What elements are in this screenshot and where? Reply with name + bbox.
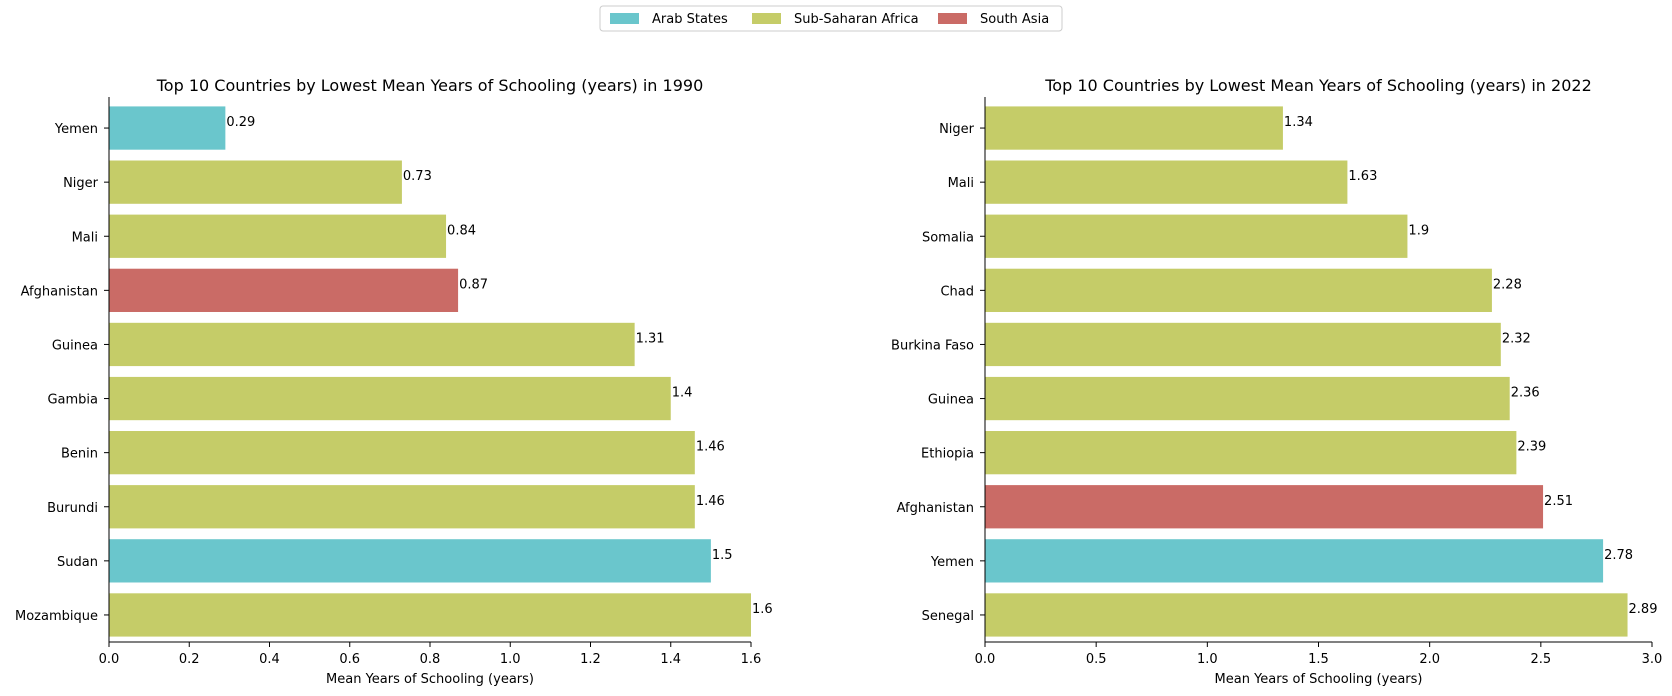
bar-value-label: 1.34	[1284, 115, 1313, 130]
y-tick-label: Yemen	[54, 122, 98, 137]
bar	[985, 214, 1408, 258]
x-tick-label: 1.0	[500, 652, 521, 667]
x-tick-label: 0.2	[179, 652, 200, 667]
y-tick-label: Ethiopia	[921, 447, 974, 462]
bar	[109, 376, 671, 421]
bar	[985, 160, 1348, 204]
bar	[109, 593, 751, 637]
y-tick-label: Afghanistan	[21, 284, 98, 299]
y-tick-label: Niger	[63, 176, 99, 191]
bar-value-label: 1.5	[712, 548, 733, 563]
y-tick-label: Niger	[939, 122, 975, 137]
bar	[109, 268, 459, 312]
x-tick-label: 0.6	[339, 652, 360, 667]
y-tick-label: Sudan	[57, 555, 98, 570]
x-tick-label: 1.0	[1197, 652, 1218, 667]
x-tick-label: 2.5	[1530, 652, 1551, 667]
bar-value-label: 2.51	[1544, 494, 1573, 509]
y-tick-label: Burundi	[47, 501, 98, 516]
bar-value-label: 1.63	[1348, 169, 1377, 184]
x-tick-label: 0.5	[1086, 652, 1107, 667]
legend-swatch-0	[610, 13, 639, 24]
bar-value-label: 0.87	[459, 277, 488, 292]
bar-value-label: 2.36	[1511, 386, 1540, 401]
bar-value-label: 2.78	[1604, 548, 1633, 563]
y-tick-label: Afghanistan	[897, 501, 974, 516]
y-tick-label: Somalia	[922, 230, 974, 245]
bar	[109, 539, 711, 583]
bar-value-label: 1.4	[672, 386, 693, 401]
x-tick-label: 1.5	[1308, 652, 1329, 667]
y-tick-label: Mozambique	[15, 609, 98, 624]
chart-title: Top 10 Countries by Lowest Mean Years of…	[156, 76, 704, 95]
y-tick-label: Senegal	[922, 609, 974, 624]
bar	[109, 431, 695, 475]
bar	[109, 485, 695, 529]
bar-value-label: 2.39	[1517, 440, 1546, 455]
y-tick-label: Guinea	[928, 393, 974, 408]
bar	[985, 431, 1517, 475]
bar	[109, 322, 635, 367]
bar	[985, 106, 1283, 150]
chart-title: Top 10 Countries by Lowest Mean Years of…	[1044, 76, 1592, 95]
legend-label-1: Sub-Saharan Africa	[794, 12, 919, 27]
bar	[985, 539, 1604, 583]
x-axis-title: Mean Years of Schooling (years)	[1215, 672, 1423, 687]
bar-value-label: 1.46	[696, 440, 725, 455]
y-tick-label: Benin	[61, 447, 98, 462]
legend-label-0: Arab States	[652, 12, 728, 27]
bar	[985, 376, 1510, 421]
bar-value-label: 2.28	[1493, 277, 1522, 292]
chart-panel-2022: Top 10 Countries by Lowest Mean Years of…	[891, 76, 1662, 687]
x-tick-label: 1.6	[741, 652, 762, 667]
y-tick-label: Burkina Faso	[891, 338, 974, 353]
bar	[985, 322, 1501, 367]
x-tick-label: 0.8	[420, 652, 441, 667]
bar-value-label: 0.84	[447, 223, 476, 238]
x-tick-label: 1.2	[580, 652, 601, 667]
bar-value-label: 1.46	[696, 494, 725, 509]
chart-panel-1990: Top 10 Countries by Lowest Mean Years of…	[15, 76, 773, 687]
x-axis-title: Mean Years of Schooling (years)	[326, 672, 534, 687]
bar-value-label: 1.9	[1408, 223, 1429, 238]
bar	[985, 485, 1544, 529]
y-tick-label: Guinea	[52, 338, 98, 353]
y-tick-label: Chad	[940, 284, 974, 299]
legend-swatch-1	[752, 13, 781, 24]
y-tick-label: Gambia	[47, 393, 98, 408]
legend-label-2: South Asia	[980, 12, 1049, 27]
bar-value-label: 0.73	[403, 169, 432, 184]
bar	[985, 593, 1628, 637]
x-tick-label: 2.0	[1419, 652, 1440, 667]
legend: Arab States Sub-Saharan Africa South Asia	[599, 5, 1063, 32]
bar	[985, 268, 1492, 312]
x-tick-label: 1.4	[660, 652, 681, 667]
bar	[109, 106, 226, 150]
x-tick-label: 0.4	[259, 652, 280, 667]
x-tick-label: 3.0	[1642, 652, 1663, 667]
bar-value-label: 2.32	[1502, 331, 1531, 346]
y-tick-label: Mali	[948, 176, 974, 191]
legend-swatch-2	[938, 13, 967, 24]
bar	[109, 160, 402, 204]
y-tick-label: Yemen	[930, 555, 974, 570]
bar	[109, 214, 447, 258]
bar-value-label: 0.29	[226, 115, 255, 130]
bar-value-label: 2.89	[1629, 602, 1658, 617]
bar-value-label: 1.6	[752, 602, 773, 617]
y-tick-label: Mali	[72, 230, 98, 245]
x-tick-label: 0.0	[975, 652, 996, 667]
bar-value-label: 1.31	[636, 331, 665, 346]
x-tick-label: 0.0	[99, 652, 120, 667]
legend-frame	[599, 5, 1063, 32]
